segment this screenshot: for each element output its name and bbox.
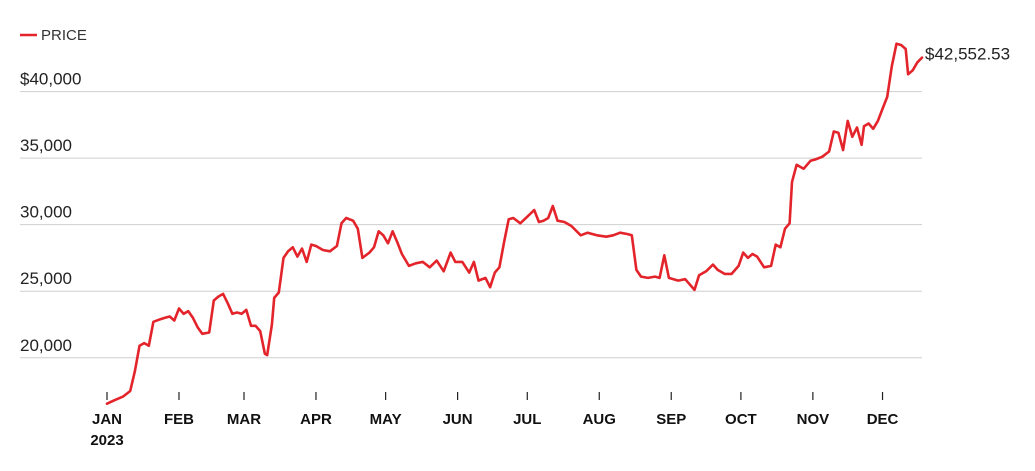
x-tick-label: SEP [656, 411, 686, 428]
y-tick-label: 20,000 [20, 336, 72, 355]
x-tick-label: JUL [513, 411, 541, 428]
x-tick-label: APR [300, 411, 332, 428]
x-tick-label: JUN [443, 411, 473, 428]
legend-label-price: PRICE [41, 27, 87, 44]
x-tick-sublabel: 2023 [90, 432, 123, 449]
x-tick-label: AUG [583, 411, 616, 428]
x-tick-label: OCT [725, 411, 757, 428]
x-tick-label: MAR [227, 411, 261, 428]
x-tick-label: FEB [164, 411, 194, 428]
last-value-label: $42,552.53 [925, 45, 1010, 64]
gridlines [20, 91, 922, 359]
y-tick-label: 25,000 [20, 269, 72, 288]
y-tick-label: 30,000 [20, 203, 72, 222]
x-tick-label: MAY [370, 411, 402, 428]
y-axis-ticks: 20,000 25,000 30,000 35,000 $40,000 [20, 70, 81, 355]
y-tick-label: 35,000 [20, 136, 72, 155]
x-tick-label: NOV [797, 411, 830, 428]
x-tick-label: DEC [867, 411, 899, 428]
y-tick-label: $40,000 [20, 70, 81, 89]
x-tick-label: JAN [92, 411, 122, 428]
x-axis-ticks: JAN 2023 FEB MAR APR MAY JUN JUL AUG SEP OCT NOV DEC [90, 392, 899, 449]
legend: PRICE [20, 27, 87, 44]
price-series-line [105, 42, 924, 405]
